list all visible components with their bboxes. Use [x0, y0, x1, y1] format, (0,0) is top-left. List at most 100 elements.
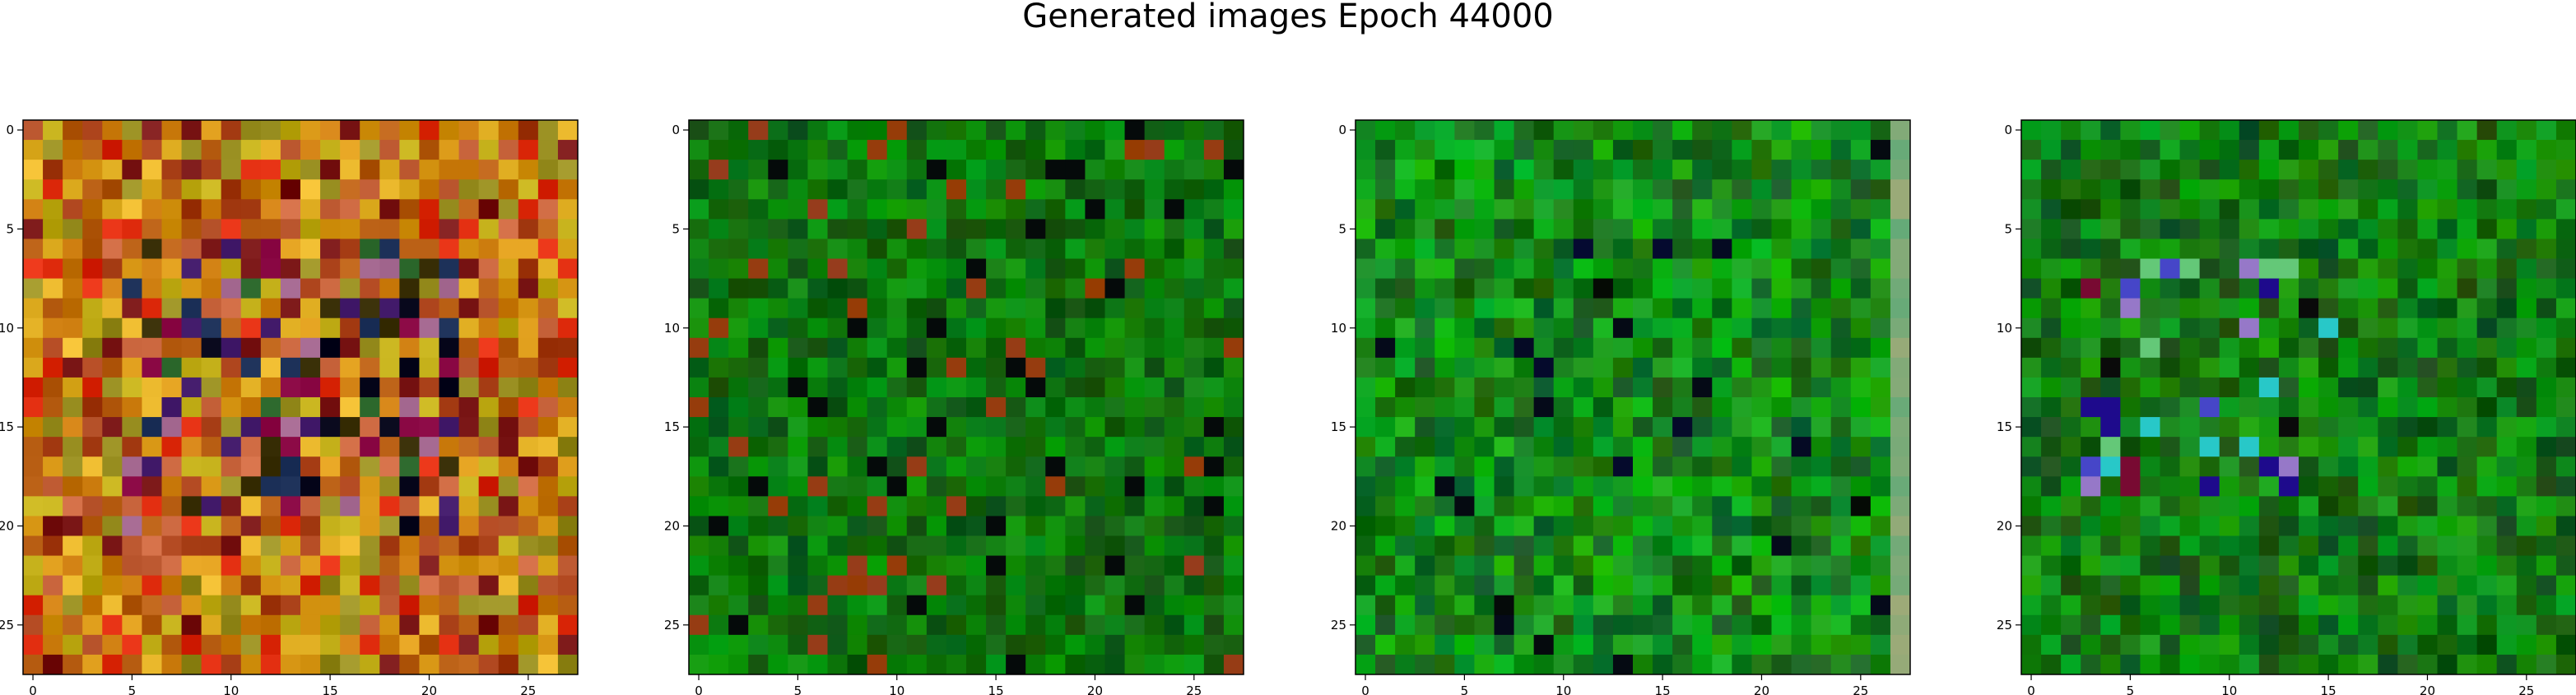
- heatmap-cell: [2397, 437, 2418, 457]
- heatmap-cell: [419, 278, 439, 299]
- heatmap-cell: [2536, 298, 2557, 319]
- heatmap-cell: [399, 179, 420, 200]
- heatmap-cell: [1144, 337, 1165, 359]
- heatmap-cell: [1415, 377, 1435, 398]
- heatmap-cell: [689, 357, 709, 378]
- heatmap-cell: [379, 377, 400, 398]
- heatmap-cell: [2437, 496, 2458, 517]
- heatmap-cell: [1791, 555, 1812, 577]
- heatmap-cell: [2021, 199, 2042, 220]
- heatmap-cell: [1164, 120, 1185, 141]
- x-tick-label: 10: [889, 683, 904, 695]
- heatmap-cell: [1454, 140, 1475, 160]
- heatmap-cell: [2041, 496, 2062, 517]
- heatmap-cell: [1164, 437, 1185, 457]
- heatmap-cell: [1474, 634, 1495, 656]
- heatmap-cell: [1653, 120, 1673, 141]
- heatmap-cell: [1870, 456, 1891, 477]
- heatmap-cell: [2417, 357, 2438, 378]
- heatmap-cell: [260, 634, 281, 656]
- heatmap-cell: [102, 337, 123, 359]
- heatmap-cell: [1593, 437, 1614, 457]
- heatmap-cell: [1633, 357, 1653, 378]
- x-tick-label: 10: [2221, 683, 2237, 695]
- heatmap-cell: [1375, 258, 1396, 280]
- heatmap-cell: [2299, 634, 2319, 656]
- heatmap-cell: [2417, 298, 2438, 319]
- heatmap-cell: [2378, 219, 2398, 239]
- heatmap-cell: [1732, 357, 1752, 378]
- heatmap-cell: [788, 120, 808, 141]
- heatmap-cell: [2258, 140, 2280, 160]
- heatmap-cell: [557, 397, 579, 418]
- heatmap-cell: [2258, 634, 2280, 656]
- heatmap-cell: [2120, 278, 2141, 299]
- heatmap-cell: [2476, 219, 2498, 239]
- heatmap-cell: [1771, 317, 1793, 339]
- heatmap-cell: [2516, 437, 2537, 457]
- heatmap-cell: [2299, 595, 2319, 616]
- heatmap-cell: [1751, 595, 1772, 616]
- heatmap-cell: [1395, 555, 1416, 577]
- heatmap-cell: [2239, 595, 2260, 616]
- heatmap-cell: [300, 199, 321, 220]
- heatmap-cell: [1434, 397, 1455, 418]
- heatmap-cell: [768, 654, 788, 675]
- heatmap-cell: [43, 239, 63, 259]
- heatmap-cell: [300, 317, 321, 339]
- heatmap-cell: [1712, 258, 1732, 280]
- heatmap-cell: [1692, 199, 1713, 220]
- heatmap-cell: [23, 258, 44, 280]
- y-tick-label: 20: [664, 518, 680, 533]
- heatmap-cell: [926, 555, 947, 577]
- heatmap-cell: [2417, 397, 2438, 418]
- heatmap-cell: [1850, 535, 1872, 557]
- heatmap-cell: [1025, 555, 1046, 577]
- heatmap-cell: [1870, 397, 1891, 418]
- heatmap-cell: [1771, 555, 1793, 577]
- heatmap-cell: [379, 140, 400, 160]
- heatmap-cell: [1653, 317, 1673, 339]
- heatmap-cell: [1355, 298, 1376, 319]
- heatmap-cell: [360, 337, 380, 359]
- heatmap-cell: [2318, 239, 2339, 259]
- heatmap-cell: [419, 377, 439, 398]
- heatmap-cell: [768, 337, 788, 359]
- heatmap-cell: [1434, 654, 1455, 675]
- heatmap-cell: [2021, 120, 2042, 141]
- heatmap-cell: [1791, 298, 1812, 319]
- heatmap-cell: [360, 357, 380, 378]
- heatmap-cell: [986, 437, 1007, 457]
- heatmap-cell: [788, 654, 808, 675]
- heatmap-cell: [728, 614, 749, 636]
- heatmap-cell: [788, 219, 808, 239]
- heatmap-cell: [1203, 140, 1225, 160]
- heatmap-cell: [2536, 575, 2557, 596]
- heatmap-cell: [102, 239, 123, 259]
- heatmap-cell: [43, 595, 63, 616]
- heatmap-cell: [1006, 199, 1026, 220]
- heatmap-cell: [1474, 377, 1495, 398]
- heatmap-cell: [1494, 437, 1515, 457]
- heatmap-cell: [161, 456, 183, 477]
- heatmap-cell: [458, 120, 480, 141]
- heatmap-cell: [728, 239, 749, 259]
- heatmap-cell: [1553, 535, 1574, 557]
- heatmap-cell: [2041, 199, 2062, 220]
- heatmap-cell: [906, 535, 928, 557]
- heatmap-cell: [1454, 317, 1475, 339]
- heatmap-cell: [43, 654, 63, 675]
- heatmap-cell: [161, 516, 183, 536]
- heatmap-cell: [537, 179, 559, 200]
- heatmap-cell: [807, 239, 828, 259]
- heatmap-cell: [2278, 654, 2299, 675]
- heatmap-cell: [201, 337, 222, 359]
- heatmap-cell: [926, 317, 947, 339]
- heatmap-cell: [1870, 219, 1891, 239]
- heatmap-cell: [1045, 179, 1066, 200]
- heatmap-cell: [2219, 397, 2240, 418]
- heatmap-cell: [2437, 239, 2458, 259]
- heatmap-cell: [1375, 337, 1396, 359]
- heatmap-cell: [906, 496, 928, 517]
- heatmap-cell: [946, 654, 967, 675]
